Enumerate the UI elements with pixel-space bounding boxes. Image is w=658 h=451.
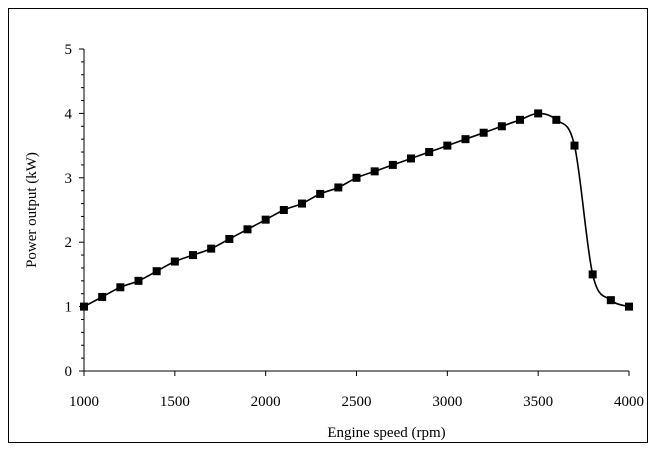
data-point-marker bbox=[534, 109, 543, 118]
series-line bbox=[83, 112, 630, 308]
data-point-marker bbox=[298, 199, 306, 208]
y-tick-label: 3 bbox=[65, 171, 73, 187]
data-point-marker bbox=[134, 276, 143, 285]
data-point-marker bbox=[279, 206, 288, 214]
y-tick-label: 5 bbox=[65, 42, 73, 58]
x-tick-label: 3500 bbox=[523, 394, 553, 410]
y-tick-label: 2 bbox=[65, 235, 73, 251]
data-point-marker bbox=[479, 128, 488, 137]
data-point-marker bbox=[189, 251, 197, 260]
y-tick-label: 1 bbox=[65, 300, 73, 316]
data-point-marker bbox=[80, 302, 88, 311]
x-tick-label: 1500 bbox=[160, 394, 190, 410]
data-point-marker bbox=[570, 141, 579, 150]
data-point-marker bbox=[116, 283, 125, 292]
data-point-marker bbox=[625, 302, 633, 311]
data-point-marker bbox=[243, 225, 252, 234]
data-point-marker bbox=[461, 135, 470, 144]
data-point-marker bbox=[497, 122, 506, 131]
data-point-marker bbox=[425, 148, 434, 157]
axes: 0 1 2 3 4 5 1000 1500 2000 2500 3000 3500 4000 bbox=[65, 42, 645, 410]
data-point-marker bbox=[606, 296, 615, 305]
data-point-marker bbox=[152, 267, 161, 276]
x-tick-label: 4000 bbox=[614, 394, 644, 410]
x-tick-label: 2500 bbox=[342, 394, 372, 410]
y-tick-label: 4 bbox=[65, 106, 73, 122]
data-point-marker bbox=[261, 215, 270, 224]
data-point-marker bbox=[334, 183, 343, 192]
data-point-marker bbox=[516, 115, 524, 124]
series-layer bbox=[80, 109, 633, 311]
x-tick-label: 1000 bbox=[69, 394, 99, 410]
data-point-marker bbox=[552, 115, 561, 124]
data-point-marker bbox=[370, 167, 379, 176]
y-axis-title: Power output (kW) bbox=[24, 152, 40, 268]
x-tick-label: 3000 bbox=[432, 394, 462, 410]
data-point-marker bbox=[207, 244, 216, 253]
data-point-marker bbox=[388, 160, 397, 169]
x-tick-label: 2000 bbox=[251, 394, 281, 410]
data-point-marker bbox=[225, 234, 234, 243]
data-point-marker bbox=[170, 257, 179, 266]
x-axis-title: Engine speed (rpm) bbox=[327, 425, 445, 441]
data-point-marker bbox=[443, 141, 452, 150]
data-point-marker bbox=[407, 154, 415, 163]
data-point-marker bbox=[98, 292, 107, 301]
data-point-marker bbox=[352, 173, 361, 182]
y-tick-label: 0 bbox=[65, 364, 73, 380]
data-point-marker bbox=[316, 189, 325, 198]
data-point-marker bbox=[588, 270, 597, 279]
